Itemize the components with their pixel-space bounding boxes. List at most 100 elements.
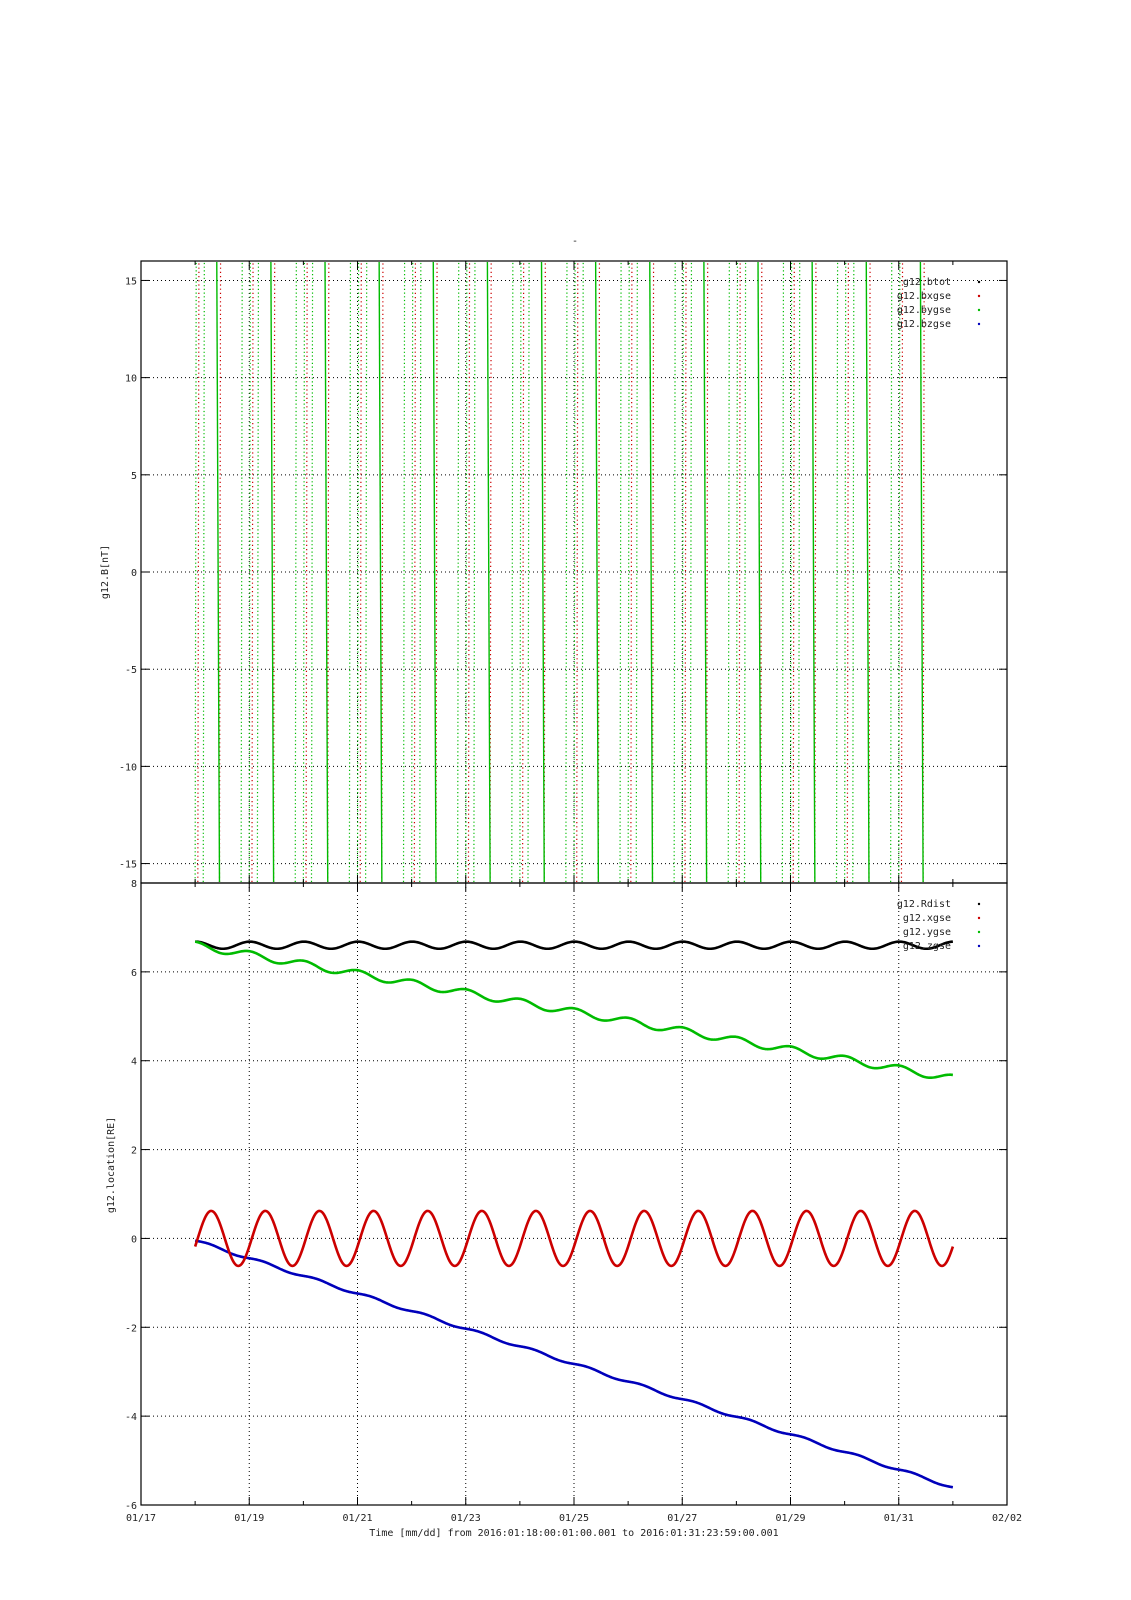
top-trace-g12-bxgse [738, 261, 741, 883]
top-trace-g12-bxgse [900, 261, 904, 883]
x-tick-label: 01/23 [451, 1513, 481, 1524]
top-trace-g12-bxgse [868, 261, 871, 883]
top-trace-g12-bxgse [576, 261, 579, 883]
bottom-legend-label: g12.ygse [903, 927, 951, 938]
bottom-series [193, 940, 955, 1489]
magnetic-field-panel: -15 -10 -5 0 5 10 15 g12.B[nT] g12.btot g12.bxg… [100, 260, 1008, 884]
top-trace-solid [270, 261, 275, 883]
bottom-legend-marker [977, 930, 981, 934]
top-trace-solid [594, 261, 600, 883]
x-axis-label: Time [mm/dd] from 2016:01:18:00:01:00.00… [369, 1528, 778, 1539]
top-trace-g12-bxgse [922, 261, 925, 883]
top-trace-solid [216, 261, 221, 883]
x-tick-label: 01/17 [126, 1513, 156, 1524]
top-ytick-label: 15 [125, 276, 137, 287]
x-tick-label: 01/21 [342, 1513, 372, 1524]
bottom-trace-g12-zgse [194, 1239, 954, 1489]
x-tick-label: 01/25 [559, 1513, 589, 1524]
x-tick-label: 02/02 [992, 1513, 1022, 1524]
top-trace-g12-bxgse [197, 261, 200, 883]
top-legend-marker [977, 280, 981, 284]
top-ytick-label: 10 [125, 374, 137, 385]
top-trace-g12-bxgse [792, 261, 795, 883]
bottom-legend-label: g12.xgse [903, 913, 951, 924]
top-ticks: -15 -10 -5 0 5 10 15 [119, 261, 1008, 883]
top-legend-label: g12.btot [903, 277, 951, 288]
top-trace-solid [378, 261, 383, 883]
top-trace-solid [865, 261, 870, 883]
top-trace-g12-bxgse [597, 261, 601, 883]
top-trace-g12-bxgse [814, 261, 817, 883]
bottom-ytick-label: -6 [125, 1501, 137, 1512]
bottom-trace-g12-Rdist [195, 940, 953, 951]
top-ytick-label: -15 [119, 860, 137, 871]
top-trace-solid [486, 261, 491, 883]
top-trace-g12-bxgse [413, 261, 417, 883]
bottom-ytick-label: 8 [131, 879, 137, 890]
top-trace-g12-bxgse [489, 261, 492, 883]
bottom-legend-marker [977, 916, 981, 920]
top-trace-g12-bxgse [630, 261, 633, 883]
top-trace-solid [919, 261, 924, 883]
bottom-ytick-label: 0 [131, 1234, 137, 1245]
top-trace-g12-bxgse [381, 261, 384, 883]
top-trace-solid [649, 261, 654, 883]
top-trace-solid [757, 261, 762, 883]
top-trace-g12-bxgse [846, 261, 850, 883]
top-legend-label: g12.bxgse [897, 291, 951, 302]
top-trace-g12-bxgse [651, 261, 655, 883]
x-tick-label: 01/27 [667, 1513, 697, 1524]
top-trace-solid [703, 261, 708, 883]
x-tick-label: 01/19 [234, 1513, 264, 1524]
top-trace-solid [324, 261, 329, 883]
top-legend: g12.btot g12.bxgse g12.bygse g12.bzgse [897, 277, 981, 330]
bottom-legend-marker [977, 902, 981, 906]
bottom-ytick-label: -2 [125, 1323, 137, 1334]
top-trace-g12-bxgse [251, 261, 254, 883]
top-trace-g12-bxgse [521, 261, 525, 883]
top-ytick-label: -5 [125, 665, 137, 676]
figure-title: - [572, 236, 578, 247]
top-trace-solid [811, 261, 816, 883]
bottom-ytick-label: 6 [131, 968, 137, 979]
top-ytick-label: 0 [131, 568, 137, 579]
top-trace-solid [432, 261, 437, 883]
top-ytick-label: -10 [119, 762, 137, 773]
top-ytick-label: 5 [131, 471, 137, 482]
bottom-legend-label: g12.zgse [903, 941, 951, 952]
x-axis-ticks: 01/17 01/19 01/21 01/23 01/25 01/27 01/29 01/31… [126, 1513, 1022, 1524]
bottom-legend-marker [977, 944, 981, 948]
bottom-ticks: -6 -4 -2 0 2 4 6 8 [125, 879, 1008, 1512]
top-legend-marker [977, 294, 981, 298]
top-trace-g12-bxgse [467, 261, 471, 883]
bottom-ytick-label: 2 [131, 1146, 137, 1157]
top-ylabel: g12.B[nT] [100, 545, 111, 599]
bottom-ylabel: g12.location[RE] [106, 1117, 117, 1213]
top-trace-g12-bxgse [305, 261, 308, 883]
top-trace-g12-bxgse [359, 261, 362, 883]
top-series [194, 261, 925, 883]
bottom-legend-label: g12.Rdist [897, 899, 951, 910]
bottom-legend: g12.Rdist g12.xgse g12.ygse g12.zgse [897, 899, 981, 952]
top-trace-g12-bxgse [706, 261, 709, 883]
top-trace-g12-bxgse [218, 261, 222, 883]
top-legend-marker [977, 322, 981, 326]
top-trace-g12-bxgse [327, 261, 330, 883]
x-tick-label: 01/29 [775, 1513, 805, 1524]
top-trace-solid [540, 261, 545, 883]
top-legend-label: g12.bzgse [897, 319, 951, 330]
bottom-grid [141, 883, 1007, 1505]
bottom-trace-g12-xgse [193, 1209, 955, 1268]
top-trace-g12-bxgse [435, 261, 438, 883]
top-legend-label: g12.bygse [897, 305, 951, 316]
bottom-ytick-label: -4 [125, 1412, 137, 1423]
bottom-ytick-label: 4 [131, 1057, 137, 1068]
x-tick-label: 01/31 [884, 1513, 914, 1524]
top-trace-g12-bxgse [543, 261, 546, 883]
top-legend-marker [977, 308, 981, 312]
top-trace-g12-bxgse [760, 261, 763, 883]
bottom-trace-g12-ygse [194, 940, 954, 1080]
top-trace-g12-bxgse [273, 261, 276, 883]
